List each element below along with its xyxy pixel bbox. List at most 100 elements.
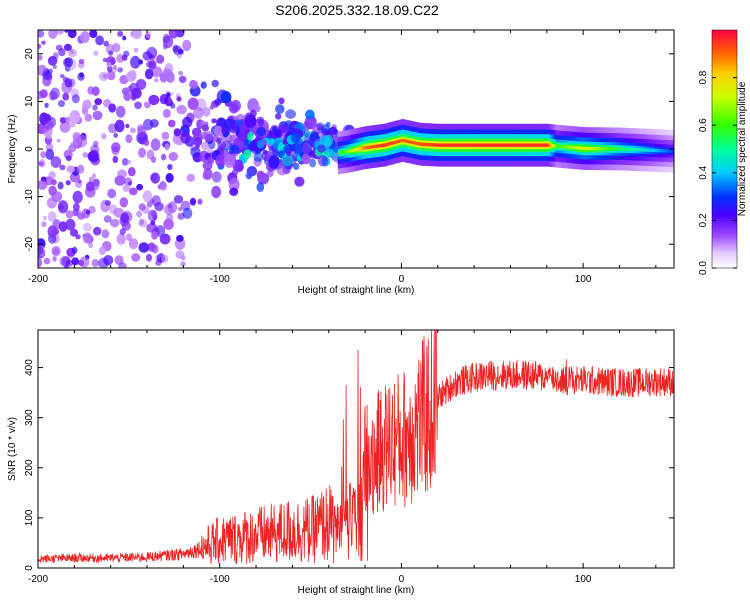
ridge-segment — [392, 141, 395, 145]
ridge-segment — [568, 145, 571, 149]
spectrogram-blob — [38, 245, 44, 256]
spectrogram-blob — [106, 62, 112, 68]
spectrogram-blob — [59, 164, 66, 171]
ridge-segment — [545, 143, 548, 147]
ridge-segment — [570, 145, 573, 149]
spectrogram-blob — [81, 107, 89, 116]
spectrogram-blob — [143, 139, 150, 146]
ridge-segment — [543, 143, 546, 147]
ridge-segment — [523, 143, 526, 147]
spectrogram-blob — [211, 118, 217, 124]
spectrogram-blob — [203, 167, 213, 180]
ridge-segment — [519, 143, 522, 147]
ridge-segment — [592, 147, 595, 151]
spectrogram-blob — [45, 148, 55, 160]
spectrogram-blob — [278, 97, 285, 105]
spectrogram-blob — [173, 195, 184, 204]
ridge-segment — [537, 143, 541, 147]
spectrogram-blob — [65, 180, 71, 186]
ridge-segment — [376, 144, 379, 148]
spectrogram-blob — [217, 137, 222, 142]
spectrogram-blob — [162, 108, 171, 118]
ridge-segment — [472, 143, 475, 147]
ridge-segment — [357, 147, 361, 151]
spectrogram-blob — [111, 142, 121, 153]
spectrogram-blob — [126, 233, 132, 241]
spectrogram-blob — [131, 30, 142, 40]
spectrogram-blob — [301, 153, 311, 165]
spectrogram-blob — [78, 58, 85, 65]
spectrogram-blob — [52, 256, 57, 262]
ridge-segment — [388, 142, 392, 146]
snr-y-tick-label: 300 — [24, 409, 35, 426]
spectrogram-blob — [256, 126, 266, 137]
spectrogram-blob — [305, 109, 315, 120]
ridge-segment — [615, 147, 619, 151]
snr-y-tick-label: 0 — [24, 565, 35, 571]
ridge-segment — [455, 143, 459, 147]
spectrogram-blob — [41, 221, 47, 228]
spectrogram-blob — [253, 152, 264, 162]
spectrogram-blob — [204, 131, 214, 142]
ridge-segment — [563, 145, 566, 149]
ridge-segment — [666, 149, 670, 153]
spectrogram-blob — [211, 171, 222, 183]
ridge-segment — [477, 143, 481, 147]
spectrogram-blob — [232, 159, 244, 172]
ridge-segment — [421, 142, 424, 146]
ridge-segment — [474, 143, 477, 147]
spectrogram-blob — [98, 71, 110, 82]
ridge-segment — [359, 147, 362, 151]
ridge-segment — [417, 142, 421, 146]
spectrogram-blob — [95, 35, 104, 46]
spectrogram-blob — [127, 167, 136, 177]
spectrogram-blob — [182, 207, 193, 219]
spectrogram-blob — [42, 215, 47, 221]
spectrogram-blob — [178, 75, 187, 84]
spectrogram-blob — [217, 141, 227, 150]
spectrogram-blob — [65, 218, 76, 231]
ridge-segment — [672, 149, 674, 153]
spectrogram-blob — [38, 30, 45, 38]
ridge-segment — [557, 144, 561, 148]
spectrogram-blob — [129, 127, 136, 134]
spectrogram-blob — [200, 81, 207, 89]
ridge-segment — [644, 148, 648, 152]
spectrogram-blob — [120, 212, 129, 224]
snr-x-tick-label: -100 — [210, 574, 230, 585]
spectrogram-blob — [113, 132, 118, 138]
spectrogram-blob — [108, 103, 116, 113]
spectrogram-blob — [77, 179, 82, 184]
ridge-segment — [499, 143, 502, 147]
spectrogram-blob — [285, 149, 292, 157]
ridge-segment — [597, 147, 601, 151]
spectrogram-blob — [176, 96, 182, 102]
spectrogram-y-tick-label: 0 — [24, 146, 35, 152]
spectrogram-blob — [149, 119, 159, 128]
spectrogram-blob — [246, 172, 252, 180]
ridge-segment — [485, 143, 488, 147]
spectrogram-blob — [131, 253, 141, 262]
spectrogram-blob — [214, 125, 223, 137]
spectrogram-y-tick-label: -20 — [24, 237, 35, 252]
ridge-segment — [575, 146, 579, 150]
colorbar-tick-label: 0.6 — [698, 118, 709, 132]
snr-panel: -200 -100 0 100 0 100 200 300 400 Height of stra… — [7, 329, 675, 596]
spectrogram-blob — [52, 64, 58, 70]
colorbar-tick-label: 0.2 — [698, 213, 709, 227]
spectrogram-blob — [57, 181, 64, 190]
spectrogram-blob — [98, 257, 109, 268]
spectrogram-blob — [148, 60, 156, 70]
ridge-segment — [525, 143, 528, 147]
ridge-segment — [412, 141, 415, 145]
spectrogram-blob — [117, 30, 124, 37]
ridge-segment — [434, 143, 437, 147]
spectrogram-blob — [189, 197, 197, 206]
spectrogram-blob — [164, 143, 170, 151]
spectrogram-blob — [82, 99, 92, 110]
ridge-segment — [439, 143, 442, 147]
spectrogram-blob — [47, 211, 57, 222]
figure-title: S206.2025.332.18.09.C22 — [275, 2, 439, 18]
ridge-segment — [664, 149, 668, 153]
spectrogram-blob — [138, 147, 146, 158]
